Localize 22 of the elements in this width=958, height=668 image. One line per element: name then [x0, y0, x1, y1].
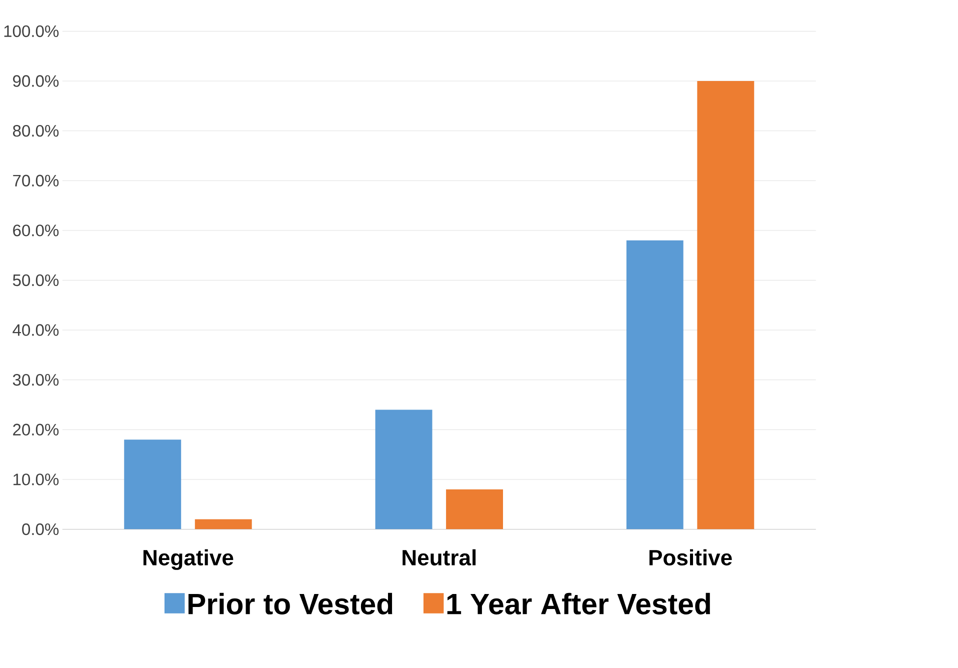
- legend-label: 1 Year After Vested: [447, 592, 710, 614]
- x-tick-label: Neutral: [402, 549, 476, 566]
- y-tick-label: 20.0%: [13, 424, 59, 436]
- bar: [194, 519, 252, 530]
- bar: [124, 440, 182, 530]
- y-tick-label: 100.0%: [4, 25, 59, 38]
- y-tick-label: 50.0%: [12, 274, 59, 286]
- x-tick-label: Negative: [143, 549, 234, 570]
- y-tick-label: 40.0%: [12, 324, 59, 336]
- bar: [697, 81, 754, 530]
- y-tick-label: 70.0%: [13, 174, 59, 186]
- y-tick-label: 80.0%: [12, 124, 59, 137]
- y-tick-label: 60.0%: [13, 224, 59, 236]
- y-tick-label: 10.0%: [14, 474, 59, 486]
- bar: [446, 489, 504, 530]
- y-tick-label: 90.0%: [13, 75, 59, 87]
- x-tick-label: Positive: [649, 549, 732, 566]
- y-tick-label: 0.0%: [22, 523, 59, 536]
- legend-label: Prior to Vested: [188, 592, 392, 614]
- y-tick-label: 30.0%: [12, 374, 59, 386]
- bar: [626, 240, 684, 530]
- bar: [375, 410, 432, 530]
